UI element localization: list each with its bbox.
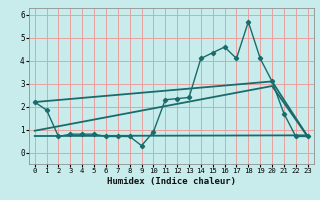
X-axis label: Humidex (Indice chaleur): Humidex (Indice chaleur): [107, 177, 236, 186]
